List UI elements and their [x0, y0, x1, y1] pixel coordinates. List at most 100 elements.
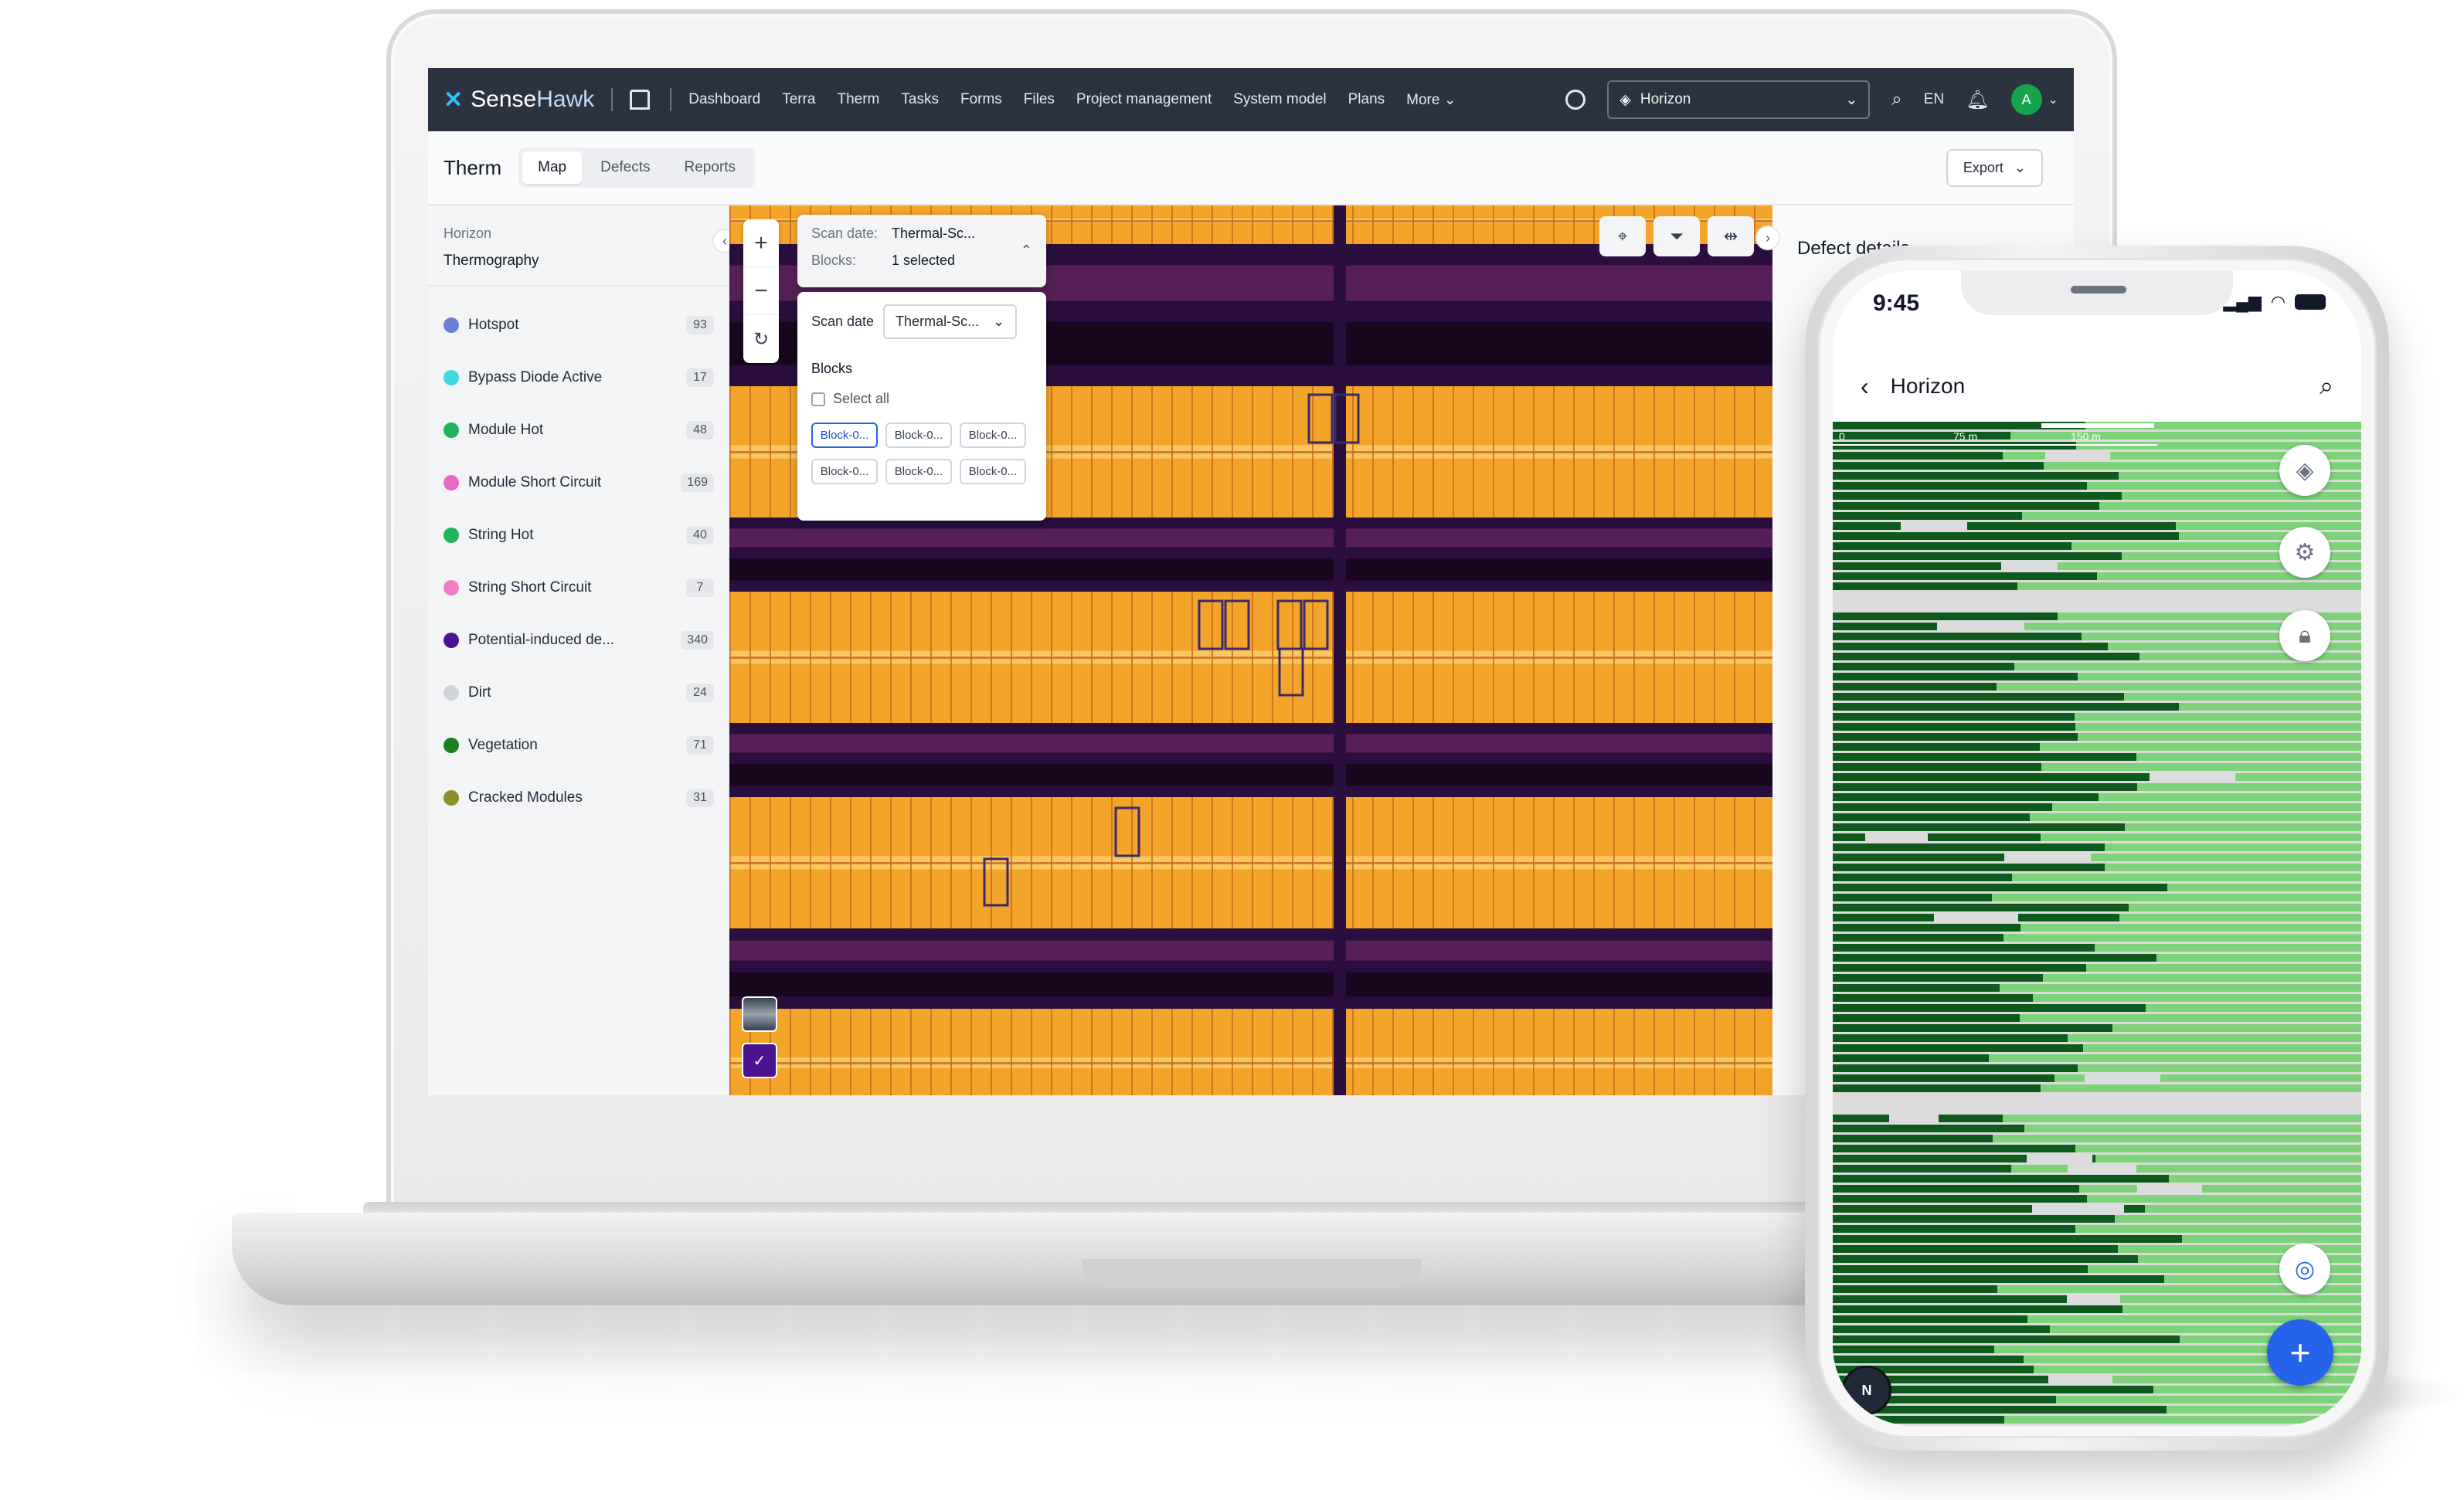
panel-module-line [1111, 1009, 1113, 1095]
nav-item-terra[interactable]: Terra [782, 91, 816, 107]
phone-row-light [2129, 904, 2361, 911]
block-chip[interactable]: Block-0... [960, 423, 1026, 448]
nav-more-menu[interactable]: More ⌄ [1406, 91, 1456, 109]
nav-item-forms[interactable]: Forms [960, 91, 1002, 107]
layers-icon[interactable]: ◈ [2279, 445, 2330, 496]
defect-class-label: String Hot [468, 527, 534, 543]
phone-row-gap [1901, 522, 1967, 530]
phone-row-dark [1833, 472, 2361, 480]
bell-icon[interactable]: 🔔︎ [1966, 89, 1990, 110]
user-menu[interactable]: A ⌄ [2010, 84, 2058, 115]
blocks-value: 1 selected [892, 253, 956, 268]
thermal-layer-thumbnail[interactable]: ✓ [742, 1043, 777, 1078]
select-all-checkbox[interactable]: Select all [811, 391, 1032, 407]
block-chip[interactable]: Block-0... [811, 459, 878, 484]
nav-item-dashboard[interactable]: Dashboard [688, 91, 761, 107]
zoom-in-button[interactable]: + [743, 219, 779, 267]
compare-icon[interactable]: ⇹ [1708, 216, 1754, 256]
panel-module-line [1372, 1009, 1374, 1095]
phone-row-light [2058, 613, 2361, 620]
phone-row-light [2087, 482, 2361, 490]
defect-bounding-box [1114, 806, 1140, 857]
defect-class-item[interactable]: Dirt 24 [428, 667, 729, 719]
defect-color-dot [444, 317, 459, 333]
phone-row-gap [1937, 623, 2024, 630]
tab-map[interactable]: Map [522, 151, 583, 184]
panel-module-line [1292, 1009, 1293, 1095]
defect-class-item[interactable]: String Hot 40 [428, 509, 729, 562]
phone-row-light [2105, 864, 2361, 871]
page-title: Therm [444, 155, 502, 179]
search-icon[interactable]: ⌕ [1891, 89, 1902, 110]
base-layer-thumbnail[interactable] [742, 996, 777, 1032]
lock-icon[interactable]: 🔒︎ [2279, 610, 2330, 661]
export-button[interactable]: Export ⌄ [1946, 148, 2043, 187]
back-arrow-icon[interactable]: ‹ [1861, 372, 1869, 400]
expand-panel-button[interactable]: › [1755, 226, 1780, 250]
defect-class-label: String Short Circuit [468, 579, 592, 596]
phone-row-dark [1833, 823, 2361, 831]
defect-class-item[interactable]: Module Hot 48 [428, 404, 729, 456]
tab-reports[interactable]: Reports [684, 159, 736, 175]
phone-row-gap [2048, 1376, 2112, 1383]
home-icon[interactable] [630, 90, 651, 110]
nav-item-files[interactable]: Files [1023, 91, 1055, 107]
nav-item-project-management[interactable]: Project management [1076, 91, 1212, 107]
phone-row-light [2027, 1315, 2361, 1323]
phone-map[interactable]: 0 75 m 150 m ◈ ⚙ 🔒︎ ◎ + N [1833, 422, 2361, 1426]
defect-class-item[interactable]: Vegetation 71 [428, 719, 729, 772]
locate-me-icon[interactable]: ◎ [2279, 1244, 2330, 1295]
reset-view-button[interactable]: ↻ [753, 328, 770, 350]
phone-row-light [2122, 492, 2361, 500]
scan-date-select[interactable]: Thermal-Sc... ⌄ [883, 304, 1018, 339]
defect-count-badge: 7 [686, 579, 714, 597]
ground-row-shadow [729, 558, 1772, 581]
defect-count-badge: 340 [681, 631, 714, 650]
top-navigation: ✕ Sense Hawk Dashboard Terra Therm Tasks … [428, 68, 2074, 131]
search-icon[interactable]: ⌕ [2320, 372, 2333, 399]
panel-module-line [790, 1009, 791, 1095]
phone-row-dark [1833, 703, 2361, 711]
nav-item-plans[interactable]: Plans [1348, 91, 1385, 107]
defect-class-list: Hotspot 93 Bypass Diode Active 17 Module Hot… [428, 287, 729, 824]
defect-class-item[interactable]: Cracked Modules 31 [428, 772, 729, 824]
phone-row-light [2021, 562, 2361, 570]
chevron-up-icon[interactable]: ⌃ [1020, 243, 1032, 258]
location-pin-icon[interactable]: ⌖ [1599, 216, 1646, 256]
panel-module-line [1051, 205, 1052, 244]
defect-class-item[interactable]: Potential-induced de... 340 [428, 614, 729, 667]
thermal-map[interactable]: + − ↻ Scan date: Thermal-Sc... Blocks: 1 s… [729, 205, 1772, 1095]
defect-class-item[interactable]: String Short Circuit 7 [428, 562, 729, 614]
block-chip[interactable]: Block-0... [960, 459, 1026, 484]
add-button[interactable]: + [2267, 1319, 2333, 1386]
defect-count-badge: 24 [686, 684, 714, 702]
nav-item-therm[interactable]: Therm [837, 91, 880, 107]
defect-class-label: Vegetation [468, 737, 538, 753]
gear-icon[interactable] [1565, 90, 1586, 110]
nav-item-tasks[interactable]: Tasks [901, 91, 939, 107]
panel-module-line [1352, 1009, 1354, 1095]
filter-icon[interactable]: ⏷ [1653, 216, 1700, 256]
tab-defects[interactable]: Defects [600, 159, 651, 175]
scan-summary-card[interactable]: Scan date: Thermal-Sc... Blocks: 1 selecte… [797, 215, 1046, 287]
sidebar-header: Horizon Thermography [428, 205, 729, 287]
defect-class-item[interactable]: Module Short Circuit 169 [428, 456, 729, 509]
phone-row-dark [1833, 914, 2361, 921]
nav-item-system-model[interactable]: System model [1233, 91, 1327, 107]
defect-color-dot [444, 790, 459, 806]
phone-row-light [2034, 1366, 2361, 1373]
block-chip[interactable]: Block-0... [885, 423, 952, 448]
project-selector[interactable]: ◈ Horizon ⌄ [1607, 80, 1871, 119]
phone-row-dark [1833, 1024, 2361, 1032]
defect-bounding-box [1224, 599, 1250, 650]
block-chip[interactable]: Block-0... [885, 459, 952, 484]
compass-icon[interactable]: N [1842, 1366, 1891, 1415]
defect-class-item[interactable]: Bypass Diode Active 17 [428, 351, 729, 404]
language-switcher[interactable]: EN [1923, 91, 1945, 107]
defect-class-item[interactable]: Hotspot 93 [428, 299, 729, 351]
block-chip[interactable]: Block-0... [811, 423, 878, 448]
zoom-out-button[interactable]: − [743, 267, 779, 315]
gear-icon[interactable]: ⚙ [2279, 527, 2330, 578]
brand-logo[interactable]: ✕ Sense Hawk [444, 87, 594, 114]
panel-module-line [1633, 1009, 1635, 1095]
